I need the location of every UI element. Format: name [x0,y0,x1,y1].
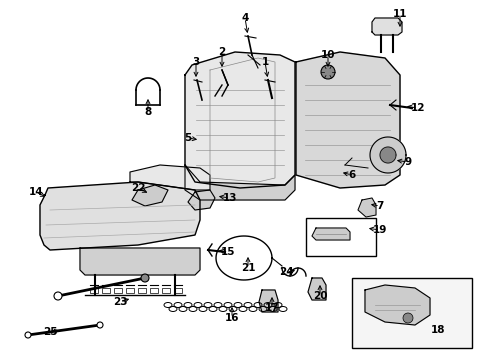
Polygon shape [295,52,399,188]
Circle shape [97,322,103,328]
Circle shape [54,292,62,300]
Circle shape [141,274,149,282]
Text: 4: 4 [241,13,248,23]
Text: 14: 14 [29,187,43,197]
Text: 1: 1 [261,57,268,67]
Polygon shape [364,285,429,325]
Polygon shape [40,182,200,250]
Polygon shape [187,190,215,210]
Text: 23: 23 [113,297,127,307]
Polygon shape [259,290,278,312]
Bar [126,288,134,293]
Polygon shape [369,137,405,173]
Text: 20: 20 [312,291,326,301]
Text: 11: 11 [392,9,407,19]
Text: 17: 17 [264,303,279,313]
Text: 21: 21 [240,263,255,273]
Text: 16: 16 [224,313,239,323]
Text: 9: 9 [404,157,411,167]
Circle shape [320,65,334,79]
Text: 6: 6 [347,170,355,180]
Text: 15: 15 [220,247,235,257]
Bar [351,278,471,348]
Bar [102,288,110,293]
Text: 2: 2 [218,47,225,57]
Polygon shape [371,18,401,35]
Polygon shape [307,278,325,300]
Text: 8: 8 [144,107,151,117]
Polygon shape [130,165,209,190]
Text: 22: 22 [130,183,145,193]
Text: 25: 25 [42,327,57,337]
Text: 3: 3 [192,57,199,67]
Bar [150,288,158,293]
Polygon shape [184,165,294,200]
Polygon shape [132,185,168,206]
Text: 5: 5 [184,133,191,143]
Bar [90,288,98,293]
Polygon shape [379,147,395,163]
Polygon shape [80,248,200,275]
Circle shape [402,313,412,323]
Text: 19: 19 [372,225,386,235]
Bar [162,288,170,293]
Text: 7: 7 [376,201,383,211]
Text: 13: 13 [223,193,237,203]
Bar [138,288,146,293]
Polygon shape [357,198,375,217]
Bar [114,288,122,293]
Text: 12: 12 [410,103,425,113]
Polygon shape [184,52,294,188]
Bar [174,288,182,293]
Circle shape [25,332,31,338]
Polygon shape [311,228,349,240]
Bar [305,218,375,256]
Text: 24: 24 [278,267,293,277]
Text: 18: 18 [430,325,445,335]
Text: 10: 10 [320,50,335,60]
